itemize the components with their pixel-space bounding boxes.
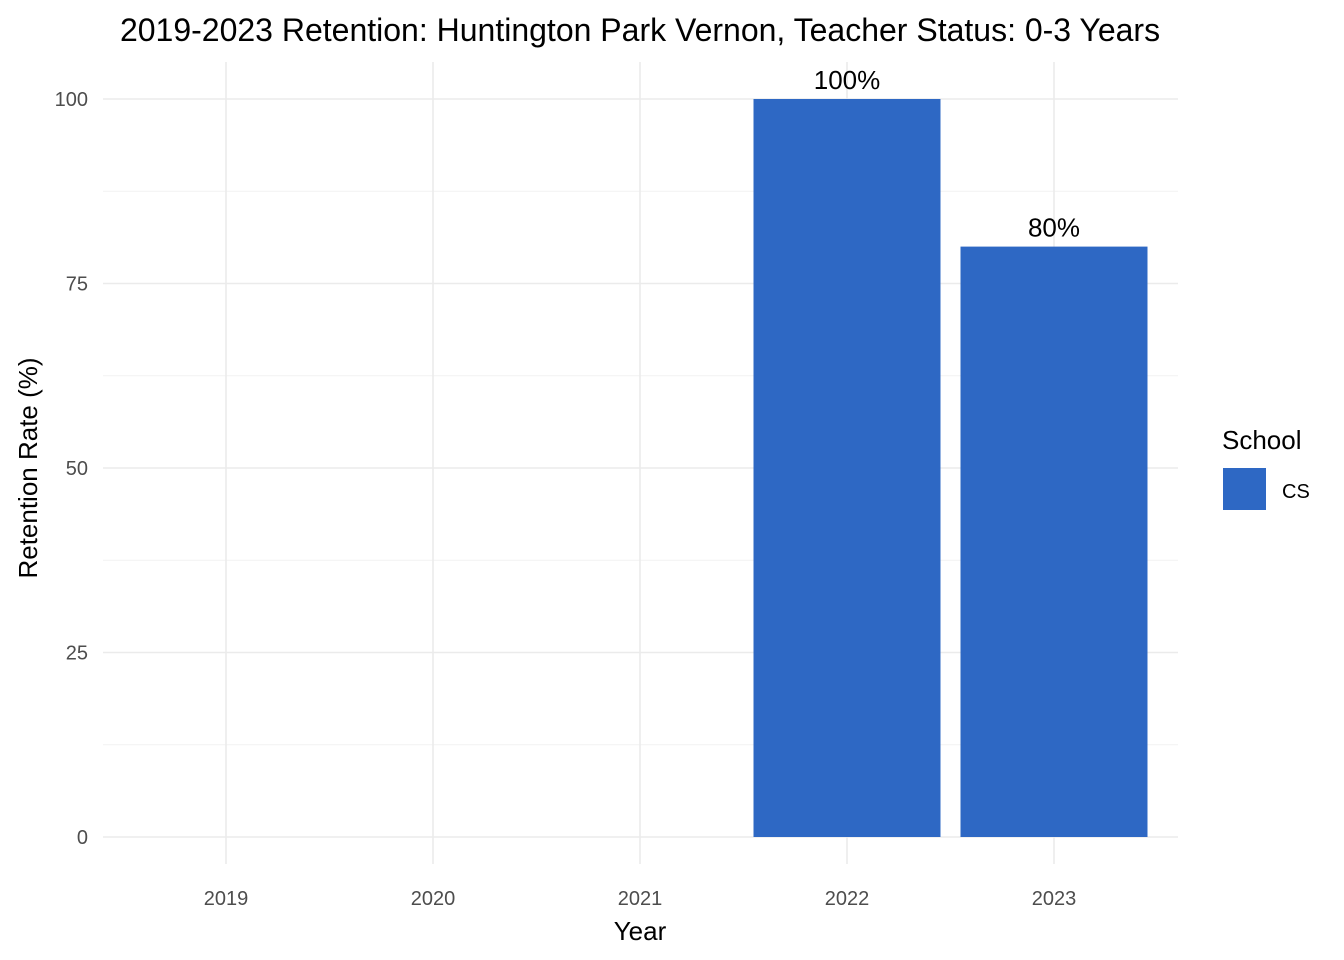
- legend-swatch-cs: [1223, 468, 1266, 510]
- y-tick-label: 50: [66, 458, 88, 480]
- x-tick-label: 2021: [618, 888, 663, 910]
- x-tick-label: 2023: [1032, 888, 1077, 910]
- legend: School CS: [1222, 425, 1310, 510]
- y-tick-label: 100: [55, 89, 88, 111]
- y-axis-title: Retention Rate (%): [13, 357, 43, 578]
- bar-2022: [753, 99, 941, 837]
- x-axis-title: Year: [614, 916, 667, 946]
- x-tick-label: 2022: [825, 888, 870, 910]
- bar-2023: [960, 246, 1148, 838]
- y-axis-ticks: 0 25 50 75 100: [55, 89, 88, 849]
- legend-title: School: [1222, 425, 1302, 455]
- y-tick-label: 75: [66, 274, 88, 296]
- y-tick-label: 0: [77, 827, 88, 849]
- x-axis-ticks: 2019 2020 2021 2022 2023: [204, 888, 1077, 910]
- bar-label-2022: 100%: [814, 65, 881, 95]
- x-tick-label: 2020: [411, 888, 456, 910]
- x-tick-label: 2019: [204, 888, 249, 910]
- y-tick-label: 25: [66, 643, 88, 665]
- bar-label-2023: 80%: [1028, 213, 1080, 243]
- legend-label-cs: CS: [1282, 481, 1310, 503]
- bars: [753, 99, 1148, 838]
- bar-labels: 100% 80%: [814, 65, 1080, 243]
- chart-title: 2019-2023 Retention: Huntington Park Ver…: [120, 12, 1160, 48]
